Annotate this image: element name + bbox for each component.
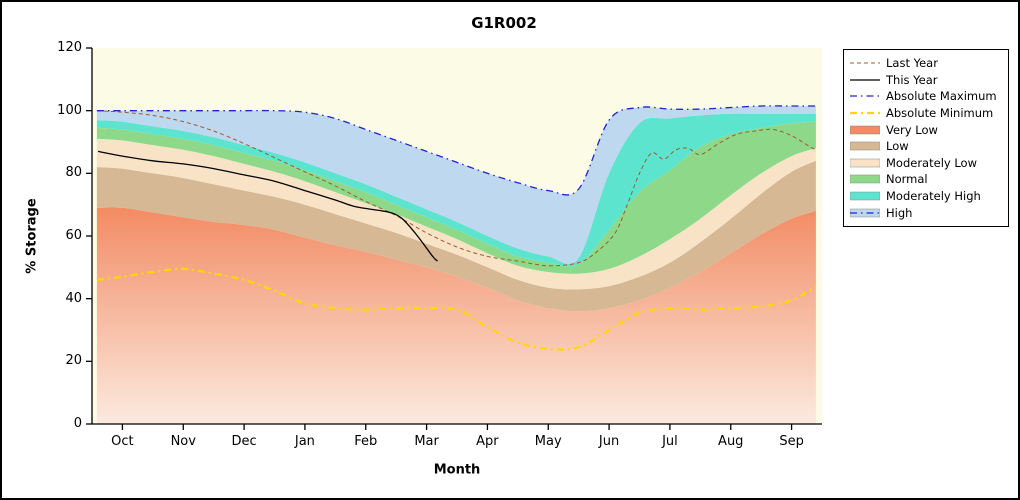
line-this-year bbox=[97, 150, 438, 262]
legend: Last Year This Year Absolute Maximum Absolu… bbox=[843, 49, 1009, 227]
legend-swatch-icon bbox=[850, 79, 880, 81]
legend-swatch-icon bbox=[850, 175, 880, 184]
legend-item-label: Low bbox=[886, 139, 909, 154]
legend-item-label: Absolute Maximum bbox=[886, 89, 997, 104]
legend-swatch-icon bbox=[850, 95, 880, 98]
legend-item-label: High bbox=[886, 205, 913, 220]
legend-item: Normal bbox=[850, 171, 1002, 188]
legend-item: High bbox=[850, 204, 1002, 221]
band-high bbox=[96, 105, 816, 265]
x-axis-label: Month bbox=[433, 462, 481, 478]
legend-swatch-icon bbox=[850, 142, 880, 151]
x-tick-label: Nov bbox=[170, 434, 196, 449]
band-moderately-low bbox=[96, 138, 816, 290]
x-tick-label: Apr bbox=[476, 434, 499, 449]
legend-item-label: Absolute Minimum bbox=[886, 106, 994, 121]
x-tick-label: May bbox=[534, 434, 562, 449]
x-tick-label: Mar bbox=[414, 434, 439, 449]
legend-item-label: Last Year bbox=[886, 56, 938, 71]
x-tick-label: Jun bbox=[598, 434, 620, 449]
legend-swatch-icon bbox=[850, 62, 880, 64]
x-tick-label: Feb bbox=[354, 434, 378, 449]
legend-swatch-icon bbox=[850, 208, 880, 217]
band-normal bbox=[96, 121, 816, 274]
y-tick-label: 40 bbox=[65, 290, 82, 306]
legend-item-label: Very Low bbox=[886, 122, 938, 137]
legend-swatch-icon bbox=[850, 125, 880, 134]
x-tick-label: Jan bbox=[294, 434, 315, 449]
legend-item-label: This Year bbox=[886, 72, 938, 87]
y-tick-label: 20 bbox=[65, 353, 82, 369]
legend-item-label: Moderately Low bbox=[886, 155, 977, 170]
line-absolute-minimum bbox=[96, 267, 817, 351]
x-tick-label: Oct bbox=[111, 434, 134, 449]
legend-item: Absolute Maximum bbox=[850, 88, 1002, 105]
x-tick-label: Dec bbox=[231, 434, 257, 449]
band-very-low bbox=[96, 207, 816, 424]
band-low bbox=[96, 160, 816, 312]
line-absolute-maximum bbox=[96, 105, 816, 196]
band-moderately-high bbox=[96, 113, 816, 267]
chart-title: G1R002 bbox=[471, 14, 537, 32]
legend-item: Moderately High bbox=[850, 188, 1002, 205]
axes bbox=[86, 47, 822, 430]
legend-swatch-icon bbox=[850, 158, 880, 168]
y-tick-label: 0 bbox=[73, 416, 82, 431]
legend-item: This Year bbox=[850, 72, 1002, 89]
legend-item: Very Low bbox=[850, 121, 1002, 138]
y-tick-label: 60 bbox=[65, 228, 82, 243]
x-tick-label: Aug bbox=[718, 434, 744, 449]
legend-item: Absolute Minimum bbox=[850, 105, 1002, 122]
x-tick-label: Jul bbox=[662, 434, 678, 449]
legend-swatch-icon bbox=[850, 111, 880, 115]
y-tick-label: 120 bbox=[57, 40, 82, 55]
x-tick-label: Sep bbox=[779, 434, 804, 449]
line-last-year bbox=[96, 110, 817, 267]
legend-item: Last Year bbox=[850, 55, 1002, 72]
legend-swatch-icon bbox=[850, 191, 880, 201]
legend-item: Low bbox=[850, 138, 1002, 155]
legend-item-label: Normal bbox=[886, 172, 928, 187]
y-tick-label: 100 bbox=[57, 102, 82, 118]
legend-item-label: Moderately High bbox=[886, 189, 981, 204]
y-tick-label: 80 bbox=[65, 165, 82, 181]
legend-item: Moderately Low bbox=[850, 155, 1002, 172]
